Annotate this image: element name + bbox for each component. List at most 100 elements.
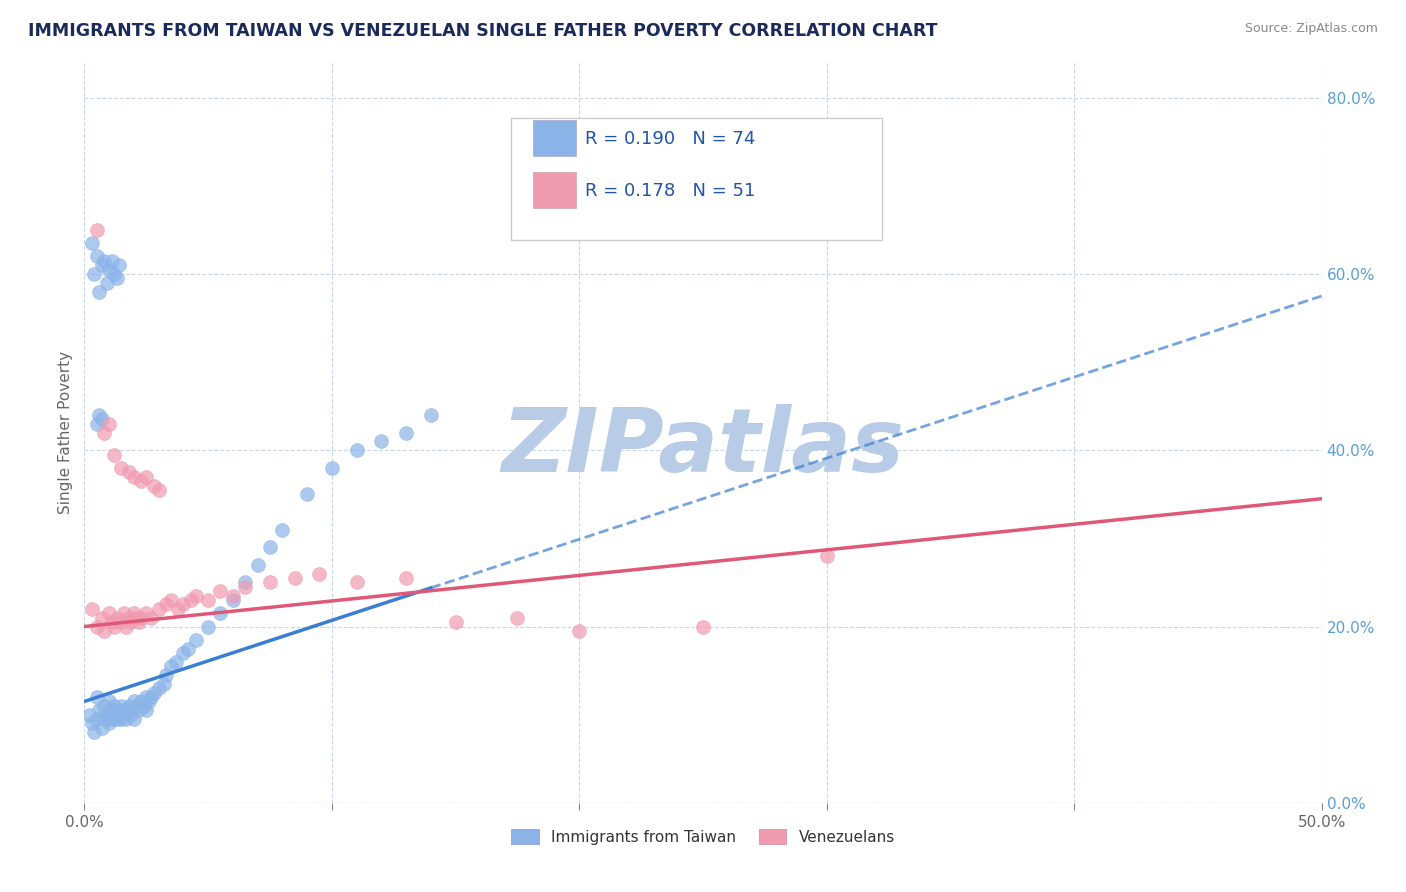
Point	[259, 540, 281, 554]
Point	[89, 703, 111, 717]
Point	[108, 703, 131, 717]
Point	[120, 707, 142, 722]
Point	[321, 461, 343, 475]
Point	[83, 267, 105, 281]
Point	[110, 615, 132, 629]
Point	[142, 478, 165, 492]
Point	[90, 721, 112, 735]
Point	[83, 725, 105, 739]
Point	[110, 698, 132, 713]
Point	[135, 690, 157, 704]
Point	[120, 615, 142, 629]
FancyBboxPatch shape	[512, 118, 883, 240]
Point	[138, 694, 160, 708]
Point	[271, 523, 294, 537]
Point	[155, 668, 177, 682]
Point	[346, 443, 368, 458]
Point	[152, 677, 174, 691]
Text: Source: ZipAtlas.com: Source: ZipAtlas.com	[1244, 22, 1378, 36]
Point	[98, 694, 121, 708]
Point	[96, 276, 118, 290]
Text: R = 0.178   N = 51: R = 0.178 N = 51	[585, 182, 756, 200]
Point	[160, 659, 183, 673]
Point	[90, 258, 112, 272]
Point	[692, 619, 714, 633]
Point	[86, 690, 108, 704]
Point	[197, 593, 219, 607]
Point	[128, 615, 150, 629]
Point	[80, 236, 103, 251]
Point	[98, 607, 121, 621]
Point	[165, 655, 187, 669]
Point	[148, 681, 170, 696]
Point	[86, 417, 108, 431]
Point	[259, 575, 281, 590]
Point	[122, 712, 145, 726]
Point	[86, 223, 108, 237]
Point	[346, 575, 368, 590]
FancyBboxPatch shape	[533, 120, 575, 156]
Point	[80, 716, 103, 731]
Legend: Immigrants from Taiwan, Venezuelans: Immigrants from Taiwan, Venezuelans	[505, 822, 901, 851]
Point	[105, 271, 128, 285]
Point	[419, 408, 441, 422]
Point	[177, 641, 200, 656]
Point	[122, 607, 145, 621]
Point	[118, 610, 141, 624]
Point	[125, 610, 148, 624]
Point	[395, 425, 418, 440]
Point	[167, 602, 190, 616]
Point	[79, 707, 101, 722]
Point	[815, 549, 838, 563]
Point	[308, 566, 330, 581]
Point	[148, 602, 170, 616]
Point	[110, 707, 132, 722]
Point	[246, 558, 269, 572]
Point	[172, 598, 194, 612]
Point	[135, 703, 157, 717]
Point	[128, 703, 150, 717]
Point	[105, 707, 128, 722]
Point	[197, 619, 219, 633]
Point	[93, 253, 115, 268]
Point	[370, 434, 392, 449]
Point	[100, 703, 122, 717]
Text: ZIPatlas: ZIPatlas	[502, 404, 904, 491]
Point	[135, 607, 157, 621]
Point	[103, 267, 125, 281]
Point	[184, 589, 207, 603]
Point	[155, 598, 177, 612]
Point	[184, 632, 207, 647]
Point	[98, 712, 121, 726]
Point	[129, 474, 152, 488]
Point	[89, 285, 111, 299]
Point	[112, 607, 135, 621]
Point	[141, 690, 163, 704]
Point	[395, 571, 418, 585]
Point	[86, 619, 108, 633]
Point	[103, 619, 125, 633]
Point	[115, 712, 138, 726]
Point	[93, 425, 115, 440]
Point	[93, 698, 115, 713]
Point	[110, 461, 132, 475]
Point	[118, 698, 141, 713]
Point	[122, 469, 145, 483]
Point	[172, 646, 194, 660]
Text: IMMIGRANTS FROM TAIWAN VS VENEZUELAN SINGLE FATHER POVERTY CORRELATION CHART: IMMIGRANTS FROM TAIWAN VS VENEZUELAN SIN…	[28, 22, 938, 40]
Point	[135, 469, 157, 483]
Point	[568, 624, 591, 638]
Point	[506, 610, 529, 624]
Point	[129, 694, 152, 708]
Point	[108, 258, 131, 272]
Point	[132, 698, 155, 713]
Text: R = 0.190   N = 74: R = 0.190 N = 74	[585, 129, 756, 148]
Point	[93, 712, 115, 726]
Point	[148, 483, 170, 497]
Point	[209, 584, 232, 599]
Point	[103, 448, 125, 462]
Point	[80, 602, 103, 616]
Point	[118, 703, 141, 717]
Point	[142, 685, 165, 699]
Point	[105, 610, 128, 624]
